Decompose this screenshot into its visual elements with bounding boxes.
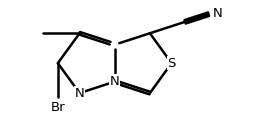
- Text: S: S: [167, 57, 176, 70]
- Text: Br: Br: [51, 101, 65, 114]
- Text: N: N: [75, 87, 84, 100]
- Text: N: N: [213, 7, 223, 20]
- Text: N: N: [110, 75, 120, 88]
